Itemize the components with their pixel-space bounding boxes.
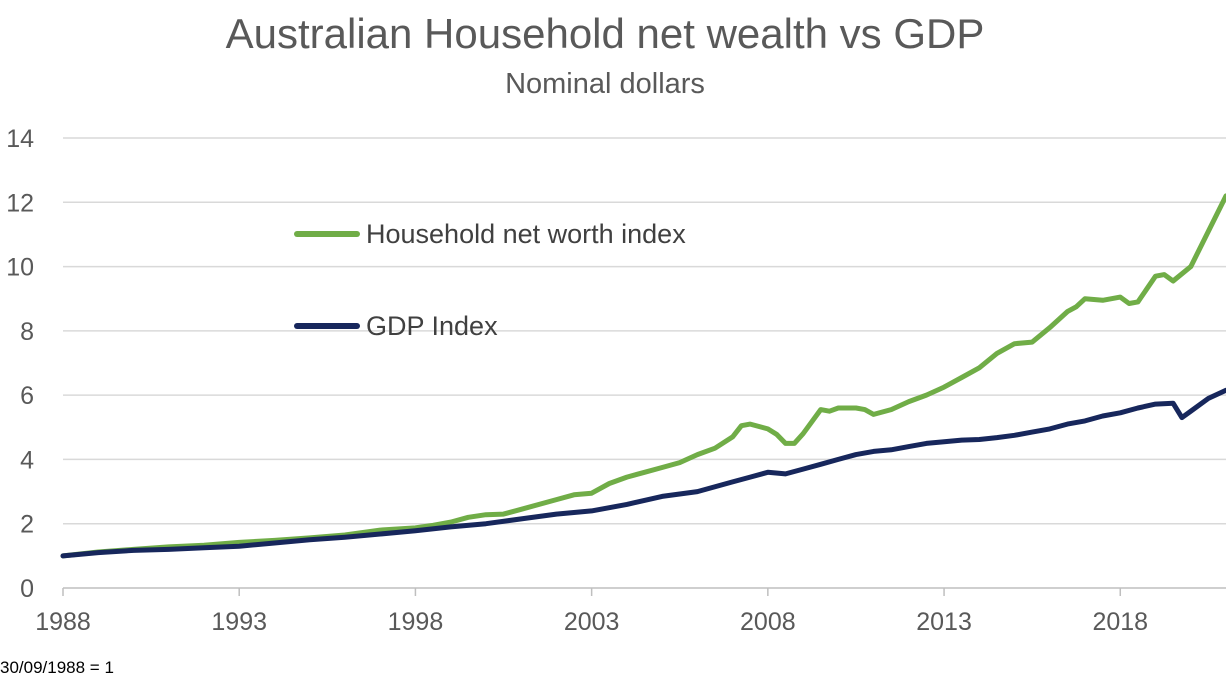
axes: 0 2 4 6 8 10 12 14 1988 1993 1998 2003 2008 2013 2018	[6, 125, 1226, 636]
x-tick-label: 2008	[740, 608, 796, 636]
y-tick-label: 10	[6, 254, 34, 282]
series-line-household-net-worth	[60, 193, 1226, 559]
gridlines	[63, 137, 1226, 525]
y-tick-label: 0	[20, 575, 34, 603]
x-tick-label: 1998	[388, 608, 444, 636]
x-tick-label: 1993	[211, 608, 267, 636]
series-lines	[60, 193, 1226, 559]
y-tick-label: 6	[20, 382, 34, 410]
legend-label: Household net worth index	[366, 219, 686, 249]
x-tick-label: 2003	[564, 608, 620, 636]
y-tick-label: 4	[20, 446, 34, 474]
legend-label: GDP Index	[366, 311, 498, 341]
x-tick-label: 2013	[916, 608, 972, 636]
y-tick-label: 8	[20, 318, 34, 346]
y-tick-label: 12	[6, 189, 34, 217]
chart-title: Australian Household net wealth vs GDP	[225, 10, 985, 57]
y-tick-label: 2	[20, 511, 34, 539]
chart-subtitle: Nominal dollars	[505, 68, 705, 100]
x-tick-label: 1988	[35, 608, 91, 636]
legend: Household net worth index GDP Index	[294, 219, 686, 341]
y-tick-label: 14	[6, 125, 34, 153]
base-date-note: 30/09/1988 = 1	[0, 658, 114, 677]
series-line-gdp-index	[60, 387, 1226, 559]
x-tick-label: 2018	[1092, 608, 1148, 636]
